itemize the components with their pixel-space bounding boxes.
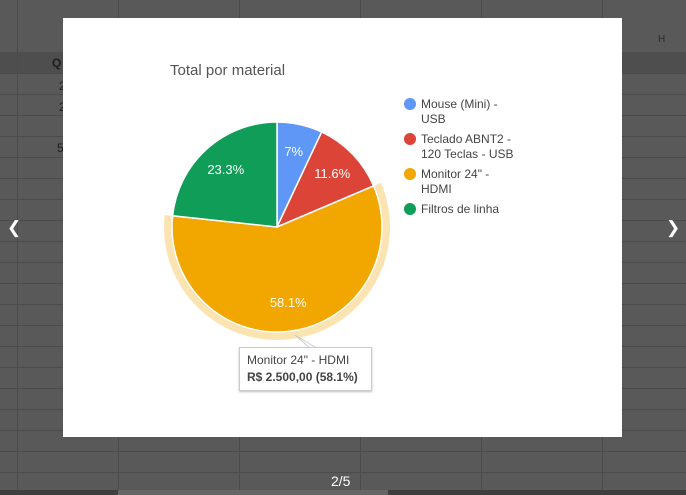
tooltip-value: R$ 2.500,00 (58.1%) <box>247 370 358 384</box>
legend-item-monitor[interactable]: Monitor 24" - HDMI <box>404 167 524 197</box>
chart-preview-dialog: Total por material 7% 11.6% 58.1% 23.3% Mou… <box>63 18 622 437</box>
legend-swatch <box>404 203 416 215</box>
sheet-cell: 2 <box>59 100 66 114</box>
chevron-right-icon[interactable]: ❯ <box>666 218 681 237</box>
grid-line <box>0 472 686 473</box>
grid-line <box>0 451 686 452</box>
legend-swatch <box>404 133 416 145</box>
legend-label: Teclado ABNT2 - <box>421 132 512 146</box>
slice-tooltip: Monitor 24" - HDMI R$ 2.500,00 (58.1%) <box>239 347 372 391</box>
chevron-left-icon[interactable]: ❮ <box>7 218 22 237</box>
legend-label: USB <box>421 112 446 126</box>
sheet-cell: 2 <box>59 79 66 93</box>
chart-title: Total por material <box>170 62 286 79</box>
pie-slice[interactable] <box>275 130 375 229</box>
legend-item-mouse[interactable]: Mouse (Mini) - USB <box>404 97 524 127</box>
chart-legend: Mouse (Mini) - USB Teclado ABNT2 - 120 T… <box>404 97 524 222</box>
tooltip-label: Monitor 24" - HDMI <box>247 353 350 367</box>
slice-value-label: 23.3% <box>207 162 244 177</box>
legend-swatch <box>404 98 416 110</box>
legend-swatch <box>404 168 416 180</box>
sheet-cell: 5 <box>57 141 64 155</box>
horizontal-scrollbar[interactable] <box>0 490 686 495</box>
legend-label: 120 Teclas - USB <box>421 147 514 161</box>
legend-label: Mouse (Mini) - <box>421 97 498 111</box>
grid-line <box>17 0 18 495</box>
legend-item-filtros[interactable]: Filtros de linha <box>404 202 524 217</box>
slice-value-label: 11.6% <box>314 166 350 181</box>
scrollbar-thumb[interactable] <box>118 490 388 495</box>
legend-label: Filtros de linha <box>421 202 500 216</box>
page-indicator: 2/5 <box>331 473 351 489</box>
legend-item-teclado[interactable]: Teclado ABNT2 - 120 Teclas - USB <box>404 132 524 162</box>
pie-slice[interactable] <box>171 184 383 333</box>
slice-value-label: 7% <box>284 144 303 159</box>
legend-label: Monitor 24" - <box>421 167 490 181</box>
column-header-h: H <box>658 34 666 45</box>
pie-chart: 7% 11.6% 58.1% 23.3% <box>164 121 391 350</box>
pie-slice[interactable] <box>171 121 278 228</box>
sheet-cell: Q <box>52 56 62 70</box>
slice-value-label: 58.1% <box>270 295 307 310</box>
legend-label: HDMI <box>421 182 452 196</box>
